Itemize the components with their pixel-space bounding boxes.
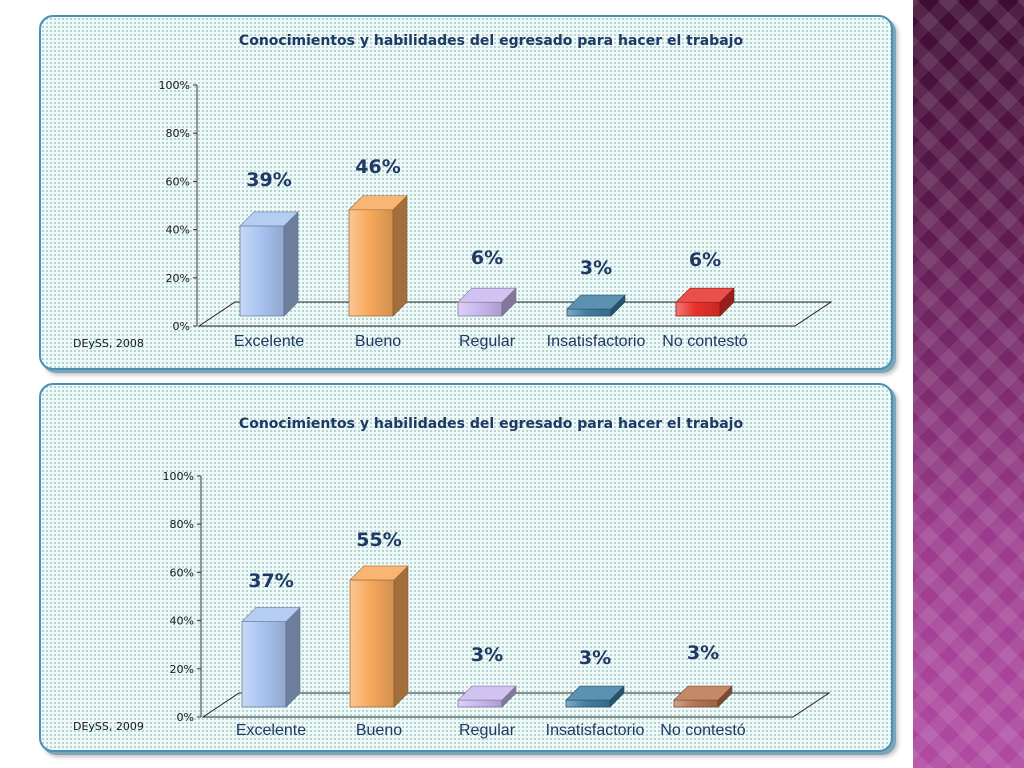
category-label: No contestó (662, 333, 747, 350)
category-label: Insatisfactorio (546, 722, 645, 739)
data-label: 6% (689, 249, 721, 271)
y-tick-label: 60% (170, 566, 194, 579)
y-tick-label: 40% (170, 615, 194, 628)
source-label: DEySS, 2009 (73, 720, 144, 733)
data-label: 3% (471, 644, 503, 666)
y-tick-label: 80% (170, 518, 194, 531)
y-tick-label: 40% (166, 224, 190, 237)
bar-regular (457, 685, 517, 708)
bar-regular (457, 287, 517, 317)
data-label: 37% (248, 570, 293, 592)
bar-no-contest- (673, 685, 733, 708)
chart-title: Conocimientos y habilidades del egresado… (239, 416, 744, 432)
bar-excelente (241, 606, 301, 708)
bar-bueno (348, 195, 408, 317)
source-label: DEySS, 2008 (73, 337, 144, 350)
category-label: Excelente (236, 722, 306, 739)
chart-floor (197, 301, 833, 327)
decorative-side-panel (913, 0, 1024, 768)
chart-panel-2009: Conocimientos y habilidades del egresado… (39, 383, 893, 752)
chart-2009: Conocimientos y habilidades del egresado… (73, 416, 831, 739)
y-tick-label: 0% (173, 320, 190, 333)
bar-excelente (239, 211, 299, 317)
category-label: Regular (459, 333, 516, 350)
y-tick-label: 100% (163, 470, 194, 483)
category-label: Regular (459, 722, 516, 739)
category-label: Bueno (355, 333, 401, 350)
bar-insatisfactorio (566, 294, 626, 317)
y-tick-label: 60% (166, 175, 190, 188)
bar-no-contest- (675, 287, 735, 317)
chart-2008: Conocimientos y habilidades del egresado… (73, 33, 833, 350)
data-label: 55% (356, 529, 401, 551)
y-tick-label: 80% (166, 127, 190, 140)
chart-floor (201, 692, 831, 718)
y-tick-label: 0% (177, 711, 194, 724)
data-label: 6% (471, 247, 503, 269)
data-label: 3% (579, 647, 611, 669)
y-tick-label: 20% (166, 272, 190, 285)
chart-panel-2008: Conocimientos y habilidades del egresado… (39, 15, 893, 370)
data-label: 3% (687, 642, 719, 664)
category-label: Excelente (234, 333, 304, 350)
category-label: Insatisfactorio (547, 333, 646, 350)
bar-bueno (349, 565, 409, 708)
y-tick-label: 20% (170, 663, 194, 676)
bar-insatisfactorio (565, 685, 625, 708)
category-label: No contestó (660, 722, 745, 739)
category-label: Bueno (356, 722, 402, 739)
y-tick-label: 100% (159, 79, 190, 92)
data-label: 39% (246, 169, 291, 191)
chart-title: Conocimientos y habilidades del egresado… (239, 33, 744, 49)
data-label: 46% (355, 156, 400, 178)
data-label: 3% (580, 257, 612, 279)
